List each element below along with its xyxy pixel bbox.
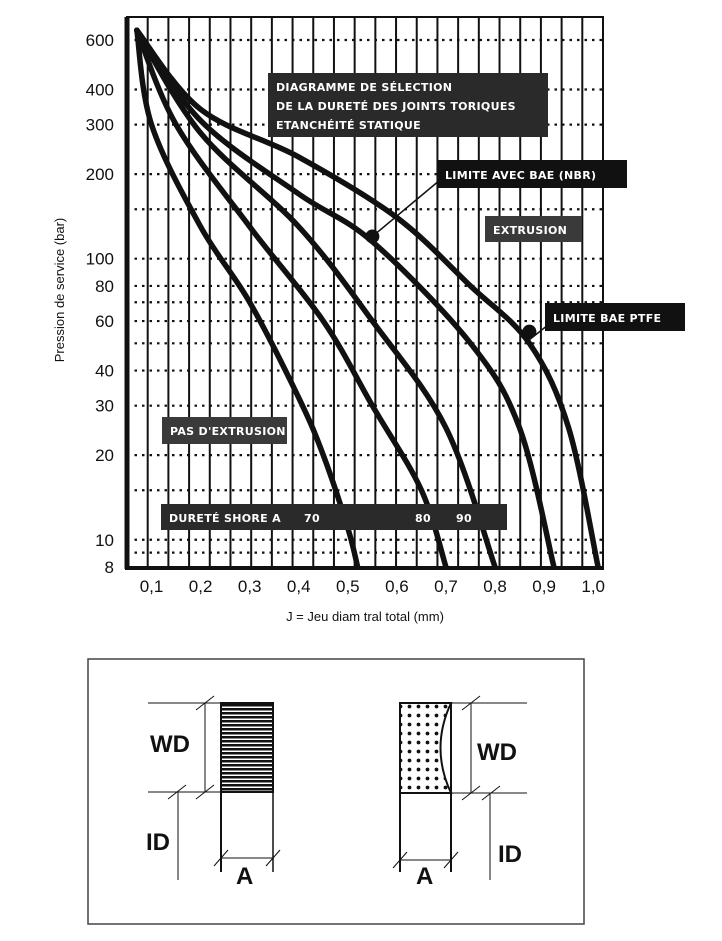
title-line-1: DIAGRAMME DE SÉLECTION	[276, 81, 452, 94]
y-tick-label: 8	[105, 558, 114, 577]
x-tick-label: 0,2	[189, 577, 213, 596]
title-line-2: DE LA DURETÉ DES JOINTS TORIQUES	[276, 100, 516, 113]
y-tick-label: 600	[86, 31, 114, 50]
nbr-limit-annotation: LIMITE AVEC BAE (NBR)	[365, 160, 627, 244]
x-axis-label: J = Jeu diam tral total (mm)	[286, 609, 444, 624]
y-axis-label: Pression de service (bar)	[52, 218, 67, 363]
left-id-label: ID	[146, 829, 170, 856]
y-tick-label: 300	[86, 116, 114, 135]
ptfe-limit-annotation: LIMITE BAE PTFE	[522, 303, 685, 341]
title-box: DIAGRAMME DE SÉLECTION DE LA DURETÉ DES …	[268, 73, 548, 137]
diagram-frame	[87, 658, 585, 925]
left-oring-section	[148, 695, 281, 880]
hardness-legend: DURETÉ SHORE A 70 80 90	[161, 504, 507, 530]
hardness-90: 90	[456, 512, 472, 525]
right-oring-section	[392, 695, 527, 880]
title-line-3: ETANCHÉITÉ STATIQUE	[276, 119, 421, 132]
x-tick-label: 0,9	[532, 577, 556, 596]
ptfe-limit-point	[522, 324, 537, 339]
x-tick-label: 1,0	[581, 577, 605, 596]
x-tick-label: 0,7	[434, 577, 458, 596]
hardness-curve	[134, 27, 498, 570]
y-tick-label: 40	[95, 362, 114, 381]
nbr-limit-label: LIMITE AVEC BAE (NBR)	[445, 169, 596, 182]
y-tick-label: 30	[95, 397, 114, 416]
hardness-70: 70	[304, 512, 320, 525]
y-tick-label: 80	[95, 277, 114, 296]
right-wd-label: WD	[477, 739, 517, 766]
left-a-label: A	[236, 863, 253, 890]
right-a-label: A	[416, 863, 433, 890]
hardness-curve	[134, 27, 601, 570]
right-id-label: ID	[498, 841, 522, 868]
left-wd-label: WD	[150, 731, 190, 758]
x-tick-label: 0,6	[385, 577, 409, 596]
y-tick-label: 200	[86, 165, 114, 184]
x-tick-label: 0,8	[483, 577, 507, 596]
y-tick-label: 60	[95, 312, 114, 331]
extrusion-zone-label: EXTRUSION	[485, 216, 582, 242]
x-tick-label: 0,5	[336, 577, 360, 596]
y-tick-label: 400	[86, 80, 114, 99]
svg-text:EXTRUSION: EXTRUSION	[493, 224, 567, 237]
hardness-label: DURETÉ SHORE A	[169, 512, 281, 525]
hardness-80: 80	[415, 512, 431, 525]
x-tick-label: 0,1	[140, 577, 164, 596]
x-tick-labels: 0,1 0,2 0,3 0,4 0,5 0,6 0,7 0,8 0,9 1,0	[140, 577, 605, 596]
ptfe-limit-label: LIMITE BAE PTFE	[553, 312, 661, 325]
y-tick-label: 10	[95, 531, 114, 550]
x-tick-label: 0,3	[238, 577, 262, 596]
svg-text:PAS D'EXTRUSION: PAS D'EXTRUSION	[170, 425, 286, 438]
x-tick-label: 0,4	[287, 577, 311, 596]
hardness-curve	[134, 27, 449, 570]
nbr-limit-point	[365, 229, 380, 244]
y-tick-labels: 600 400 300 200 100 80 60 40 30 20 10 8	[86, 31, 114, 577]
y-tick-label: 20	[95, 446, 114, 465]
no-extrusion-zone-label: PAS D'EXTRUSION	[162, 417, 287, 444]
y-tick-label: 100	[86, 250, 114, 269]
